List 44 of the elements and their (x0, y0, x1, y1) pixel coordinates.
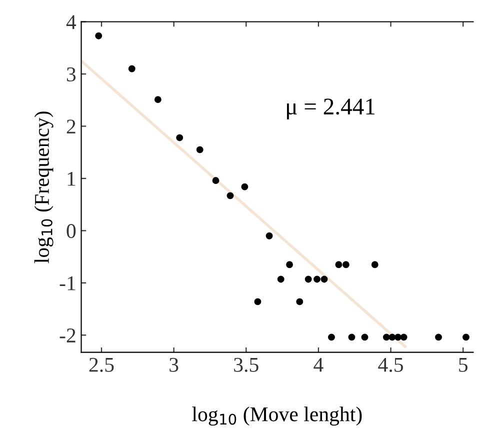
point (266, 232, 273, 240)
point (154, 96, 162, 104)
y-tick-label: 3 (66, 67, 76, 82)
x-tick-label: 3.5 (234, 358, 258, 372)
y-tick-label: 0 (66, 224, 76, 238)
y-tick-label: 1 (68, 172, 76, 186)
point (462, 334, 470, 341)
point (196, 146, 204, 154)
point (400, 334, 408, 341)
point (314, 276, 320, 283)
point (328, 334, 335, 341)
point (394, 334, 402, 341)
point (371, 261, 378, 268)
point (254, 298, 262, 306)
point (304, 276, 312, 283)
x-axis-title: log$_{10}$ (Move lenght) (192, 406, 362, 426)
y-tick-label: -2 (60, 328, 76, 342)
point (95, 32, 102, 40)
point (286, 261, 294, 268)
point (348, 334, 356, 341)
point (342, 261, 350, 268)
point (226, 192, 234, 200)
x-tick-label: 4 (314, 358, 324, 372)
point (361, 334, 368, 341)
point (296, 298, 304, 306)
point (176, 134, 184, 142)
point (128, 65, 136, 72)
point (388, 334, 396, 341)
x-tick-label: 2.5 (89, 358, 114, 372)
y-tick-label: -1 (60, 276, 76, 290)
point (212, 177, 220, 184)
point (435, 334, 442, 341)
x-tick-label: 4.5 (378, 358, 403, 372)
point (320, 276, 328, 283)
point (241, 183, 248, 190)
y-tick-label: 4 (66, 15, 76, 29)
annotation: μ = 2.441 (286, 98, 375, 120)
x-tick-label: 5 (459, 358, 468, 372)
y-tick-label: 2 (66, 120, 76, 134)
x-tick-label: 3 (170, 358, 178, 372)
y-axis-title: log$_{10}$ (Frequency) (34, 112, 54, 264)
point (277, 276, 284, 283)
point (382, 334, 390, 341)
point (335, 261, 342, 268)
